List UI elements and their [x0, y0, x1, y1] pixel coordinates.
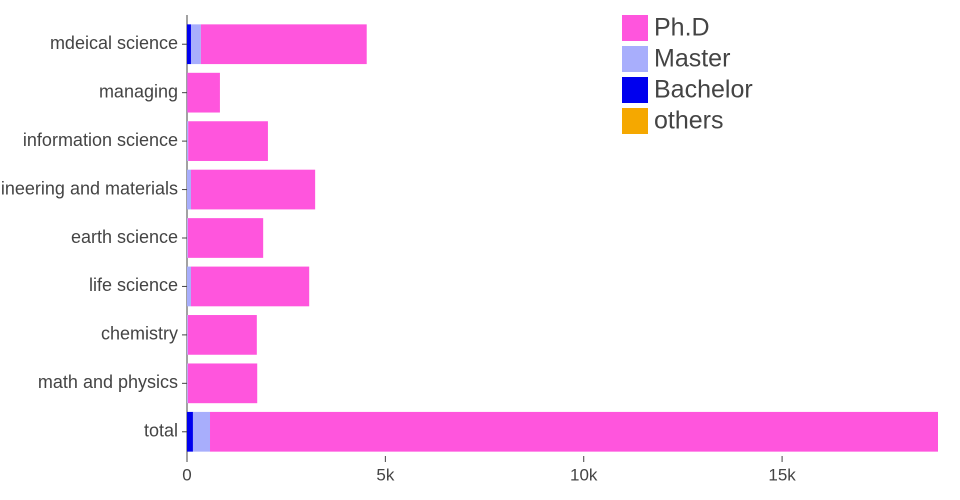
- bar-segment: [190, 24, 201, 65]
- legend-label: Bachelor: [654, 76, 753, 104]
- bar-segment: [190, 169, 316, 210]
- x-tick-label: 15k: [768, 465, 796, 484]
- bar-segment: [200, 24, 367, 65]
- legend-label: others: [654, 107, 723, 135]
- y-tick-label: mdeical science: [50, 33, 178, 53]
- x-tick-label: 0: [182, 465, 191, 484]
- y-tick-label: managing: [99, 81, 178, 101]
- bar-segment: [187, 218, 188, 258]
- bar-segment: [187, 363, 188, 404]
- x-tick-label: 5k: [376, 465, 394, 484]
- legend-swatch: [622, 46, 648, 72]
- bar-segment: [210, 411, 939, 452]
- bar-segment: [188, 121, 268, 161]
- legend-swatch: [622, 77, 648, 103]
- y-tick-label: total: [144, 421, 178, 441]
- y-tick-label: math and physics: [38, 372, 178, 392]
- bar-segment: [187, 266, 191, 307]
- bar-segment: [187, 72, 220, 113]
- y-tick-label: life science: [89, 275, 178, 295]
- y-tick-label: engineering and materials: [0, 178, 178, 198]
- bar-segment: [187, 315, 257, 355]
- y-tick-label: information science: [23, 130, 178, 150]
- legend-label: Master: [654, 45, 730, 73]
- y-tick-label: chemistry: [101, 324, 178, 344]
- bar-segment: [187, 363, 258, 404]
- bar-segment: [192, 411, 211, 452]
- legend-swatch: [622, 108, 648, 134]
- bar-segment: [187, 169, 191, 210]
- bar-segment: [187, 315, 188, 355]
- x-tick-label: 10k: [570, 465, 598, 484]
- legend-swatch: [622, 15, 648, 41]
- bar-segment: [187, 218, 264, 258]
- bar-segment: [187, 121, 189, 161]
- bar-segment: [187, 411, 193, 452]
- bar-segment: [190, 266, 310, 307]
- legend-label: Ph.D: [654, 14, 710, 42]
- y-tick-label: earth science: [71, 227, 178, 247]
- bar-segment: [187, 24, 191, 65]
